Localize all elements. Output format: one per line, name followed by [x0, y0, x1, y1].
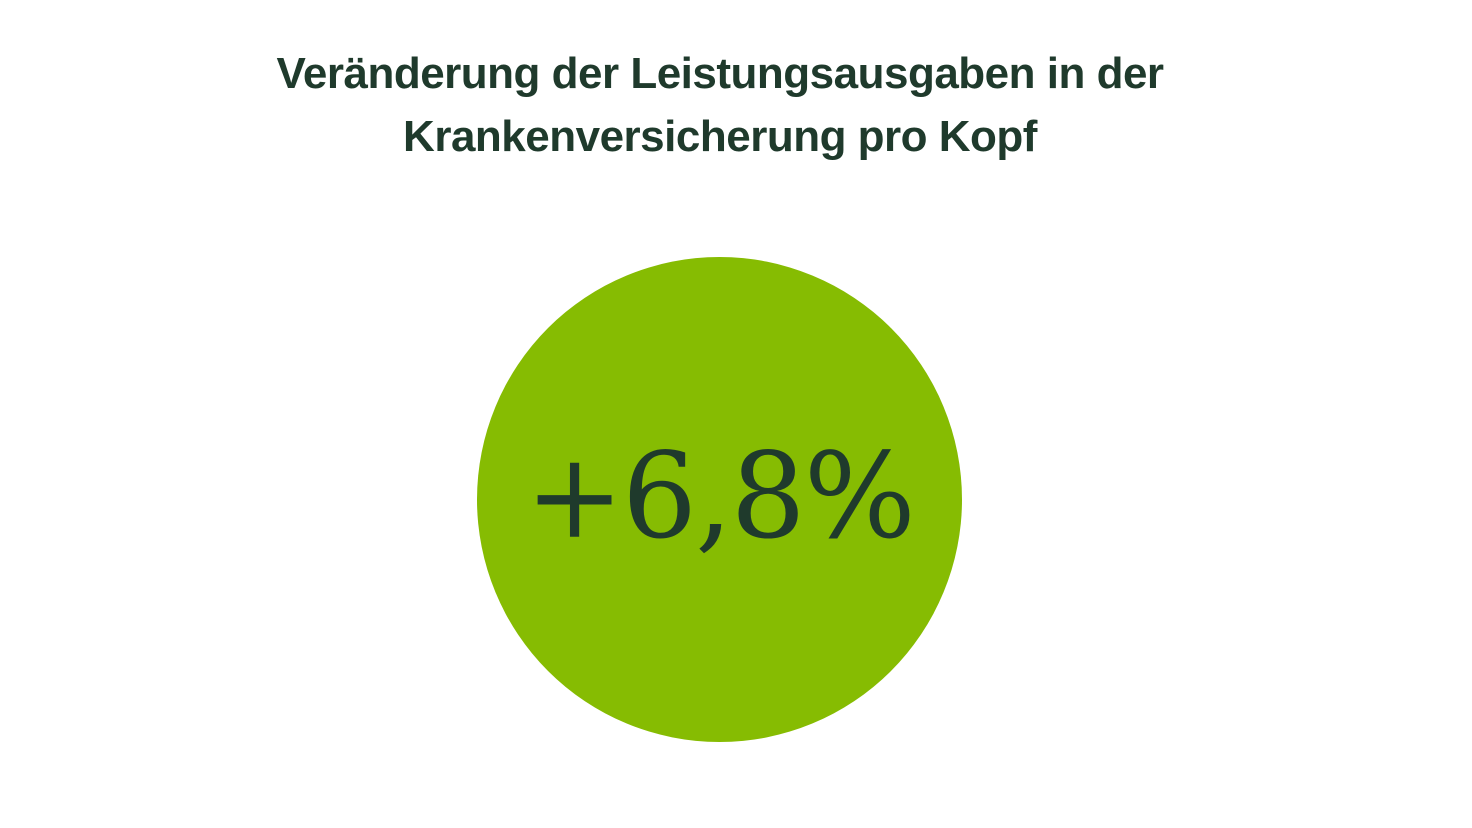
page-title: Veränderung der Leistungsausgaben in der… [170, 42, 1270, 168]
title-line-1: Veränderung der Leistungsausgaben in der [276, 49, 1164, 98]
title-line-2: Krankenversicherung pro Kopf [403, 112, 1037, 161]
stat-circle: +6,8% [477, 257, 962, 742]
stat-value: +6,8% [525, 426, 916, 565]
